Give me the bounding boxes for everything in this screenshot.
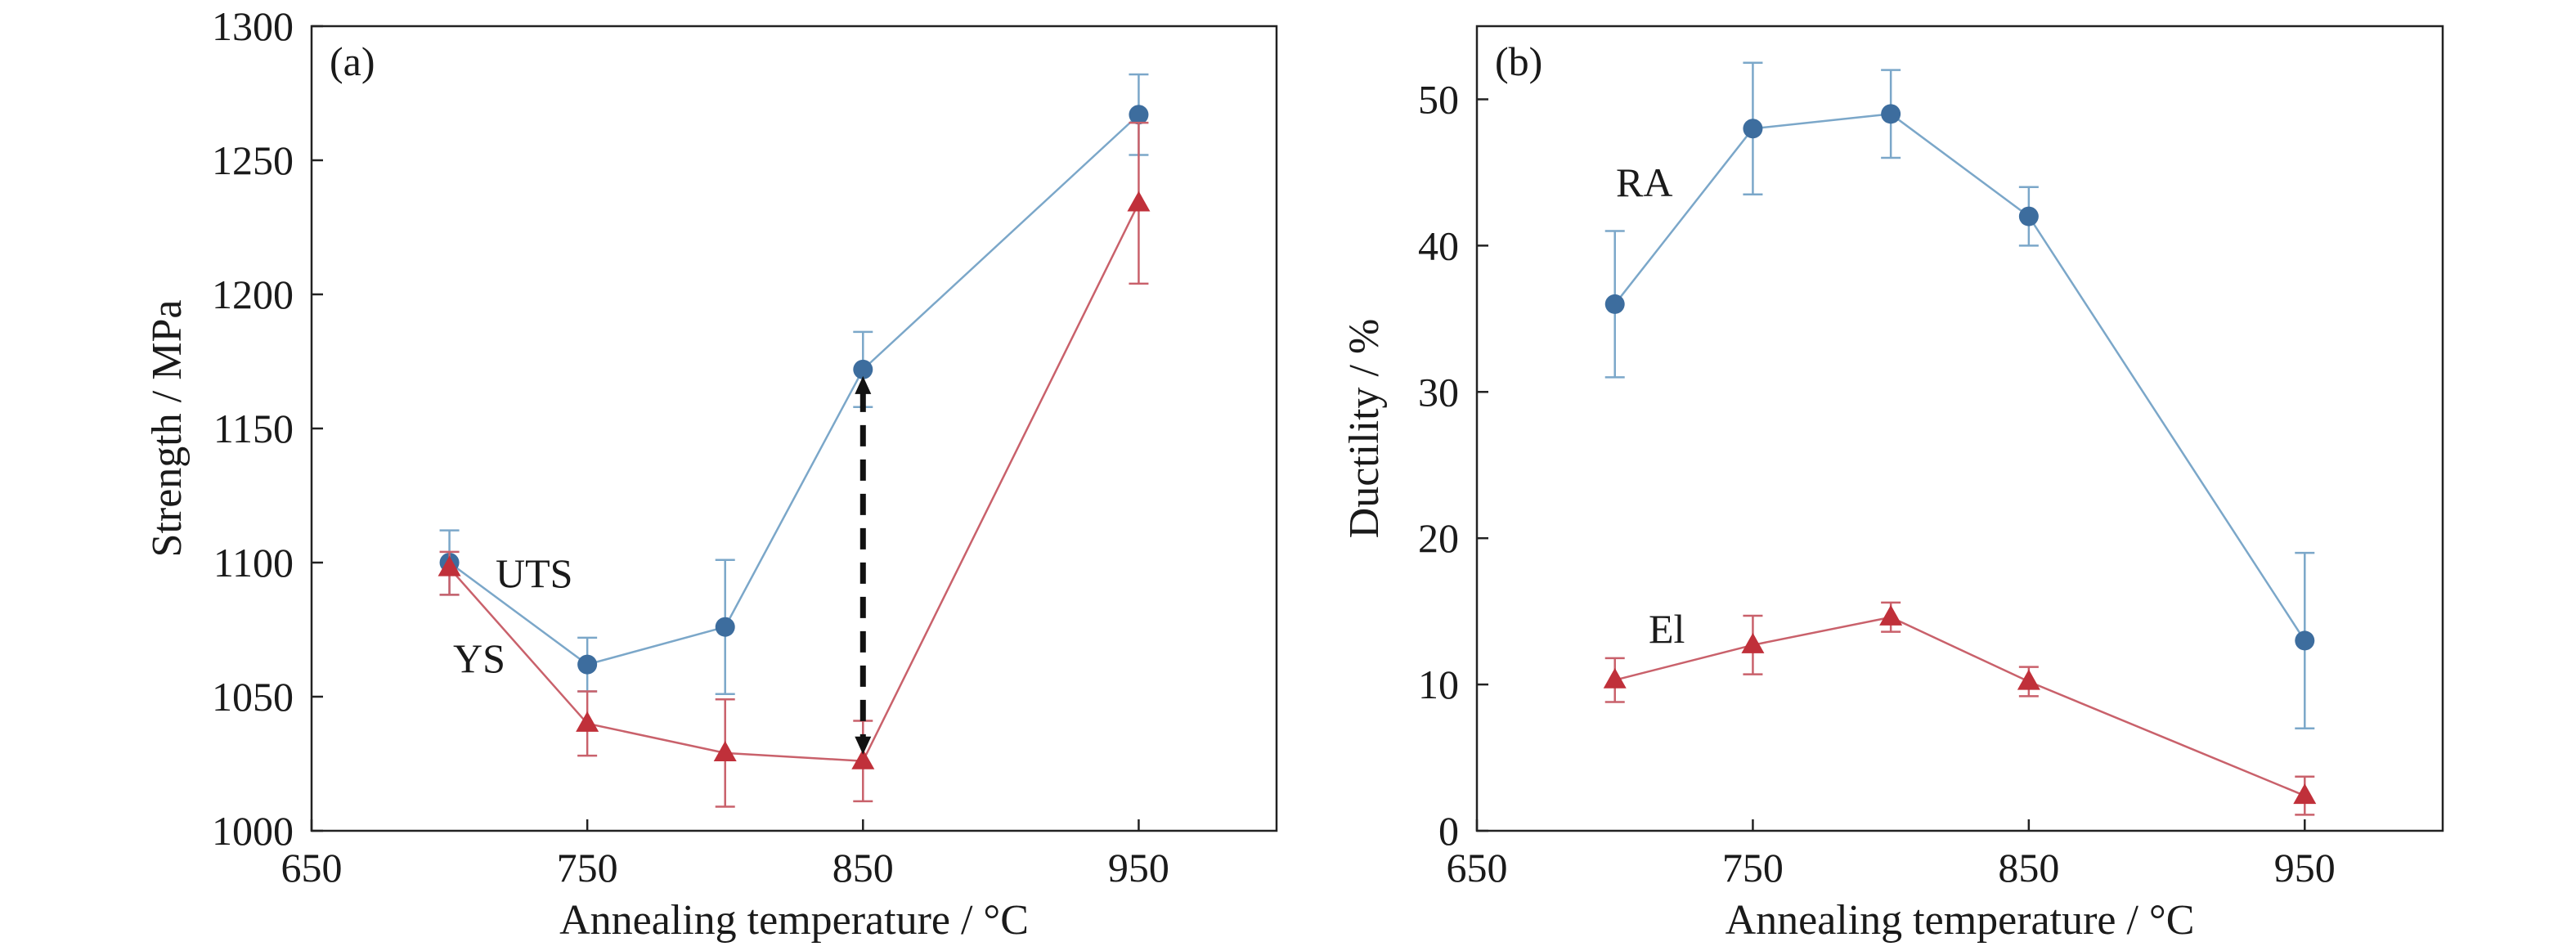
series-ys: YS (438, 121, 1151, 808)
panel-label: (b) (1495, 38, 1542, 84)
x-tick-label: 950 (2274, 845, 2336, 890)
y-tick-label: 0 (1438, 808, 1459, 854)
y-tick-label: 1000 (212, 808, 294, 854)
data-point (2295, 630, 2315, 651)
x-tick-label: 950 (1108, 845, 1169, 890)
series-uts: UTS (439, 73, 1149, 695)
data-point (577, 654, 598, 675)
data-point (713, 741, 737, 761)
y-axis-label: Ductility / % (1341, 319, 1388, 539)
data-point (1129, 105, 1149, 125)
x-tick-label: 750 (557, 845, 618, 890)
arrow-head-down (855, 736, 872, 755)
y-tick-label: 1300 (212, 3, 294, 49)
data-point (851, 748, 875, 769)
x-tick-label: 850 (832, 845, 894, 890)
y-tick-label: 1200 (212, 271, 294, 317)
arrow-head-up (855, 375, 872, 394)
data-point (853, 359, 873, 379)
series-line-ys (448, 202, 1140, 763)
series-el: El (1603, 601, 2317, 816)
series-label-uts: UTS (496, 550, 572, 596)
data-point (2017, 669, 2040, 690)
y-tick-label: 50 (1418, 76, 1459, 122)
plot-frame (310, 25, 1278, 832)
data-point (1879, 604, 1903, 626)
series-label-el: El (1649, 606, 1685, 652)
y-tick-label: 1150 (213, 406, 294, 451)
data-point (2018, 206, 2039, 227)
data-point (576, 711, 599, 732)
data-point (1603, 667, 1627, 689)
data-point (1127, 191, 1151, 212)
y-tick-label: 40 (1418, 222, 1459, 268)
x-axis-label: Annealing temperature / °C (1726, 897, 2195, 944)
chart-panel-b: 650 750 850 950 0 10 20 30 40 50 Annealing tempera… (1341, 25, 2444, 944)
data-point (2293, 783, 2317, 805)
plot-frame (1475, 25, 2444, 832)
y-tick-label: 30 (1418, 369, 1459, 415)
data-point (1741, 632, 1765, 653)
y-tick-label: 10 (1418, 662, 1459, 707)
data-point (1881, 104, 1901, 124)
y-axis-label: Strength / MPa (144, 300, 191, 558)
series-label-ra: RA (1616, 159, 1672, 205)
data-point (1604, 294, 1625, 314)
x-tick-label: 850 (1998, 845, 2059, 890)
dashed-double-arrow (855, 375, 872, 755)
x-tick-label: 650 (281, 845, 343, 890)
series-ra: RA (1604, 61, 2315, 730)
panel-label: (a) (330, 38, 375, 84)
data-point (1743, 119, 1763, 139)
x-axis-label: Annealing temperature / °C (559, 897, 1029, 944)
x-tick-label: 650 (1447, 845, 1508, 890)
series-line-ra (1613, 113, 2306, 642)
data-point (715, 617, 735, 637)
y-tick-label: 1100 (213, 540, 294, 585)
y-tick-label: 1250 (212, 137, 294, 183)
y-tick-label: 20 (1418, 515, 1459, 561)
y-tick-label: 1050 (212, 674, 294, 720)
chart-panel-a: 650 750 850 950 1000 1050 1100 1150 1200 1250 1300… (144, 3, 1278, 944)
series-line-el (1614, 616, 2305, 797)
x-tick-label: 750 (1722, 845, 1784, 890)
series-label-ys: YS (453, 635, 505, 681)
data-point (438, 555, 461, 576)
